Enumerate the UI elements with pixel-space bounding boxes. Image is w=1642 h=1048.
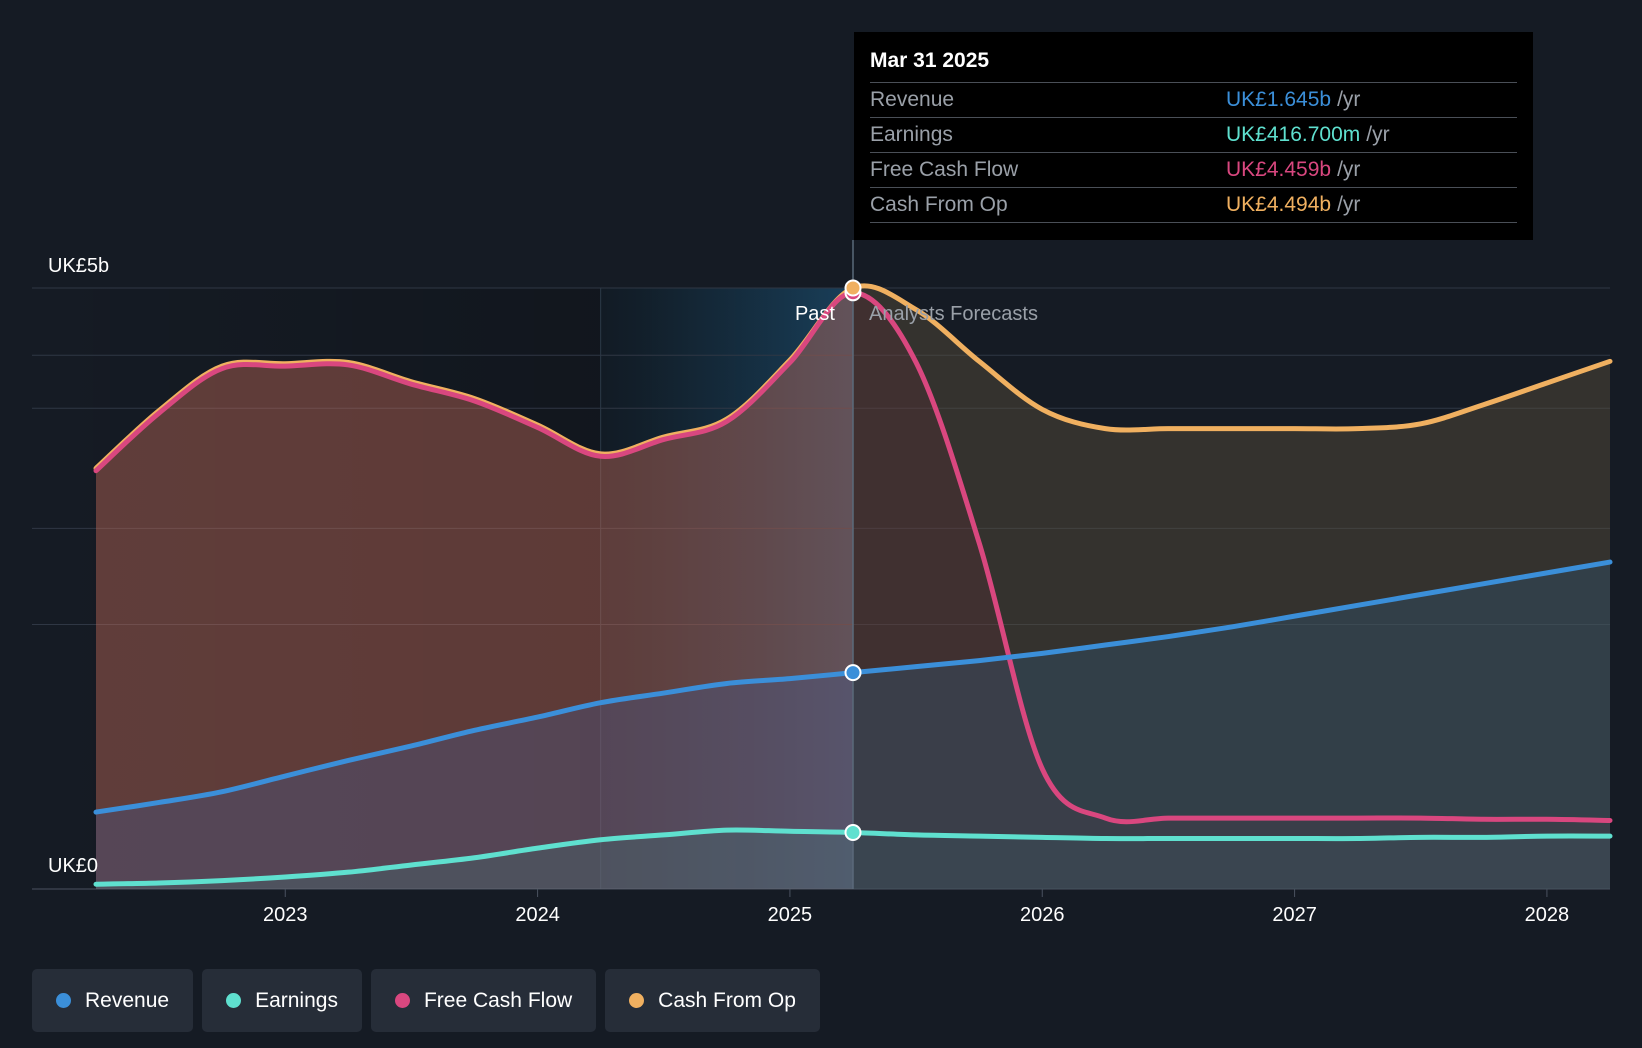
area-revenue-forecast xyxy=(853,562,1610,889)
marker-revenue xyxy=(844,664,862,682)
tooltip-value: UK£416.700m xyxy=(1226,123,1361,146)
tooltip-value: UK£4.459b xyxy=(1226,158,1332,181)
legend-dot-icon xyxy=(56,993,71,1008)
forecast-label: Analysts Forecasts xyxy=(869,303,1038,325)
tooltip-value: UK£1.645b xyxy=(1226,88,1332,111)
cash-flow-chart: 2023 2024 2025 2026 2027 2028 UK£5b UK£0 Past… xyxy=(32,240,1613,926)
highlight-band xyxy=(600,288,853,889)
tooltip-row-cash-from-op: Cash From Op UK£4.494b /yr xyxy=(870,187,1517,223)
past-label: Past xyxy=(795,303,835,325)
tooltip-unit: /yr xyxy=(1366,123,1390,146)
marker-cash-from-op xyxy=(844,279,862,297)
y-axis-bottom-label: UK£0 xyxy=(48,855,98,877)
x-axis-ticks: 2023 2024 2025 2026 2027 2028 xyxy=(263,889,1569,926)
x-tick-label: 2025 xyxy=(768,904,813,926)
data-tooltip: Mar 31 2025 Revenue UK£1.645b /yr Earnin… xyxy=(854,32,1533,240)
area-free-cash-flow-forecast xyxy=(853,292,1610,889)
chart-legend: Revenue Earnings Free Cash Flow Cash Fro… xyxy=(32,969,820,1032)
x-tick-label: 2023 xyxy=(263,904,308,926)
y-axis-top-label: UK£5b xyxy=(48,255,109,277)
x-tick-label: 2027 xyxy=(1272,904,1317,926)
tooltip-row-revenue: Revenue UK£1.645b /yr xyxy=(870,82,1517,117)
area-cash-from-op-forecast xyxy=(853,285,1610,889)
legend-item-free-cash-flow[interactable]: Free Cash Flow xyxy=(370,969,597,1032)
legend-label: Revenue xyxy=(85,988,170,1012)
line-free-cash-flow xyxy=(93,290,1613,825)
gridlines xyxy=(32,287,1610,890)
legend-item-revenue[interactable]: Revenue xyxy=(32,969,194,1032)
legend-label: Free Cash Flow xyxy=(423,988,573,1012)
tooltip-label: Earnings xyxy=(870,123,953,146)
tooltip-label: Free Cash Flow xyxy=(870,158,1019,181)
legend-item-cash-from-op[interactable]: Cash From Op xyxy=(605,969,820,1032)
x-tick-label: 2024 xyxy=(515,904,560,926)
legend-dot-icon xyxy=(226,993,242,1008)
hover-markers xyxy=(844,279,862,842)
x-tick-label: 2028 xyxy=(1525,904,1570,926)
legend-dot-icon xyxy=(394,993,410,1008)
legend-dot-icon xyxy=(629,993,645,1008)
tooltip-unit: /yr xyxy=(1337,158,1361,181)
tooltip-label: Cash From Op xyxy=(870,193,1008,216)
legend-label: Earnings xyxy=(255,988,338,1012)
tooltip-unit: /yr xyxy=(1337,88,1361,111)
tooltip-value: UK£4.494b xyxy=(1226,193,1332,216)
legend-label: Cash From Op xyxy=(658,988,796,1012)
x-tick-label: 2026 xyxy=(1020,904,1065,926)
area-earnings-forecast xyxy=(853,832,1610,889)
tooltip-row-earnings: Earnings UK£416.700m /yr xyxy=(870,117,1517,152)
tooltip-date: Mar 31 2025 xyxy=(870,49,990,72)
tooltip-label: Revenue xyxy=(870,88,955,111)
tooltip-unit: /yr xyxy=(1337,193,1361,216)
legend-item-earnings[interactable]: Earnings xyxy=(202,969,362,1032)
tooltip-row-free-cash-flow: Free Cash Flow UK£4.459b /yr xyxy=(870,152,1517,187)
marker-earnings xyxy=(844,824,862,842)
